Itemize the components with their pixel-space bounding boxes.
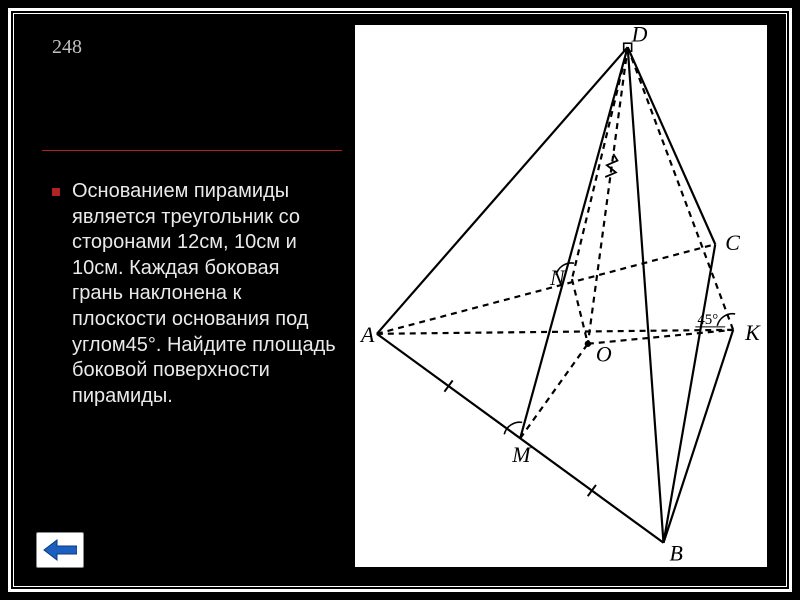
svg-text:45°: 45° xyxy=(697,312,718,328)
bullet-icon xyxy=(52,188,60,196)
pyramid-diagram: 45° A B C D M N K O xyxy=(354,24,768,568)
svg-text:A: A xyxy=(359,322,375,347)
slide-frame: 248 Основанием пирамиды является треугол… xyxy=(0,0,800,600)
svg-text:C: C xyxy=(725,230,740,255)
outer-border: 248 Основанием пирамиды является треугол… xyxy=(8,8,792,592)
slide-canvas: 248 Основанием пирамиды является треугол… xyxy=(13,13,787,587)
svg-text:N: N xyxy=(549,265,566,290)
svg-text:M: M xyxy=(511,442,532,467)
title-underline xyxy=(42,150,342,151)
problem-number: 248 xyxy=(52,36,82,59)
svg-text:D: D xyxy=(631,25,648,46)
back-button[interactable] xyxy=(36,532,84,568)
svg-text:K: K xyxy=(744,320,761,345)
svg-text:B: B xyxy=(669,541,682,566)
arrow-left-icon xyxy=(43,539,77,561)
svg-text:O: O xyxy=(596,342,612,367)
diagram-svg: 45° A B C D M N K O xyxy=(355,25,767,567)
problem-text: Основанием пирамиды является треугольник… xyxy=(72,179,336,409)
